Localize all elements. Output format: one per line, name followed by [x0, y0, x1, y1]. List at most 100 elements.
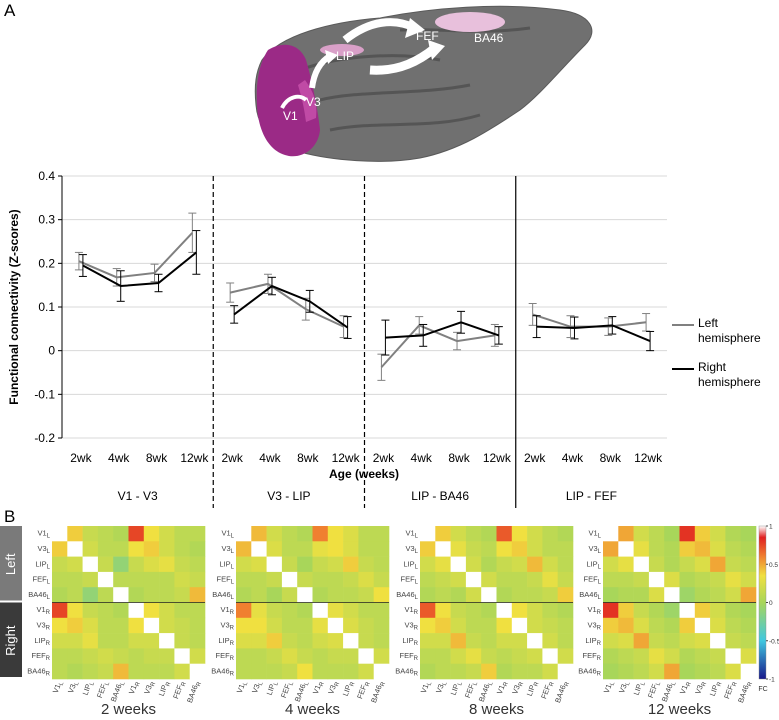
heatmap-cell — [251, 526, 267, 542]
heatmap-cell — [373, 617, 390, 634]
heatmap-cell — [373, 556, 390, 573]
heatmap-cell — [725, 556, 741, 573]
heatmap-cell — [159, 663, 175, 680]
error-bar — [339, 315, 348, 339]
area-name: V1 — [37, 529, 46, 538]
matrix-label: BA46R — [369, 679, 387, 705]
heatmap-cell — [527, 663, 543, 680]
heatmap-cell — [343, 571, 359, 588]
heatmap-cell — [603, 571, 619, 588]
area-name: V1 — [678, 684, 690, 696]
heatmap-cell — [435, 571, 451, 588]
area-name: LIP — [525, 684, 537, 698]
region-label: LIP — [336, 49, 354, 63]
area-name: LIP — [219, 559, 230, 568]
hemisphere-subscript: R — [230, 641, 235, 647]
heatmap-cell — [450, 663, 467, 680]
hemisphere-subscript: L — [243, 681, 250, 687]
heatmap-cell — [312, 587, 329, 603]
heatmap-cell — [143, 602, 160, 619]
heatmap-cell — [52, 617, 68, 634]
hemisphere-subscript: R — [165, 681, 172, 688]
matrix-label: LIPL — [35, 559, 50, 570]
heatmap-cell — [450, 648, 467, 664]
hemisphere-subscript: R — [230, 671, 235, 677]
matrix-label: BA46R — [736, 679, 754, 705]
hemisphere-subscript: R — [230, 656, 235, 662]
heatmap-cell — [435, 587, 451, 603]
heatmap-cell — [648, 526, 665, 542]
hemisphere-subscript: R — [701, 681, 708, 688]
heatmap-cell — [67, 541, 83, 557]
heatmap-cell — [557, 617, 574, 634]
hemisphere-subscript: R — [380, 681, 387, 688]
heatmap-cell — [648, 587, 665, 603]
heatmap-cell — [618, 617, 634, 634]
heatmap-cell — [694, 633, 711, 649]
heatmap-cell — [527, 541, 543, 557]
heatmap-cell — [297, 541, 313, 557]
area-name: V3 — [142, 684, 154, 696]
heatmap-cell — [52, 541, 68, 557]
heatmap-cell — [496, 633, 513, 649]
legend-label: Right hemisphere — [698, 360, 761, 389]
heatmap-cell — [618, 587, 634, 603]
heatmap-cell — [465, 648, 482, 664]
heatmap-cell — [266, 587, 283, 603]
area-name: FEF — [582, 651, 597, 660]
error-bar — [192, 230, 201, 275]
area-name: LIP — [35, 559, 46, 568]
hemisphere-subscript: R — [414, 671, 419, 677]
heatmap-cell — [542, 663, 558, 680]
legend: Left hemisphere Right hemisphere — [672, 316, 779, 404]
x-tick-label: 8wk — [146, 451, 168, 465]
legend-entry: Right hemisphere — [672, 360, 779, 390]
heatmap-cell — [266, 648, 283, 664]
heatmap-cell — [603, 633, 619, 649]
colorbar-tick-label: -1 — [769, 677, 775, 684]
heatmap-cell — [266, 633, 283, 649]
area-name: LIP — [403, 559, 414, 568]
heatmap-cell — [450, 617, 467, 634]
heatmap-cell — [281, 587, 298, 603]
heatmap-cell — [128, 571, 145, 588]
area-name: V3 — [588, 544, 597, 553]
heatmap-cell — [496, 587, 513, 603]
heatmap-cell — [679, 633, 696, 649]
heatmap-cell — [189, 633, 206, 649]
heatmap-cell — [465, 633, 482, 649]
heatmap-cell — [511, 663, 528, 680]
hemisphere-subscript: R — [597, 625, 602, 631]
heatmap-cell — [740, 587, 757, 603]
heatmap-cell — [281, 663, 298, 680]
ba46-region — [435, 12, 505, 32]
heatmap-cell — [174, 602, 190, 619]
heatmap-cell — [710, 587, 726, 603]
heatmap-cell — [297, 617, 313, 634]
heatmap-cell — [465, 541, 482, 557]
heatmap-cell — [67, 602, 83, 619]
hemisphere-subscript: R — [597, 610, 602, 616]
heatmap-cell — [664, 571, 680, 588]
area-name: FEF — [399, 651, 414, 660]
heatmap-cell — [557, 556, 574, 573]
area-name: LIP — [708, 684, 720, 698]
matrix-label: FEFL — [32, 575, 50, 586]
matrix-label: V3R — [510, 679, 525, 696]
area-name: V1 — [587, 605, 596, 614]
heatmap-cell — [358, 541, 374, 557]
heatmap-cell — [343, 617, 359, 634]
heatmap-cell — [297, 556, 313, 573]
matrix-label: LIPL — [632, 679, 648, 697]
heatmap-cell — [251, 648, 267, 664]
x-tick-label: 12wk — [332, 451, 361, 465]
heatmap-cell — [97, 587, 114, 603]
heatmap-cell — [236, 633, 252, 649]
y-tick-label: 0.2 — [38, 256, 55, 270]
matrix-label: LIPL — [586, 559, 601, 570]
matrix-label: V1R — [678, 679, 693, 696]
matrix-label: V1R — [495, 679, 510, 696]
heatmap-cell — [435, 648, 451, 664]
heatmap-cell — [281, 633, 298, 649]
